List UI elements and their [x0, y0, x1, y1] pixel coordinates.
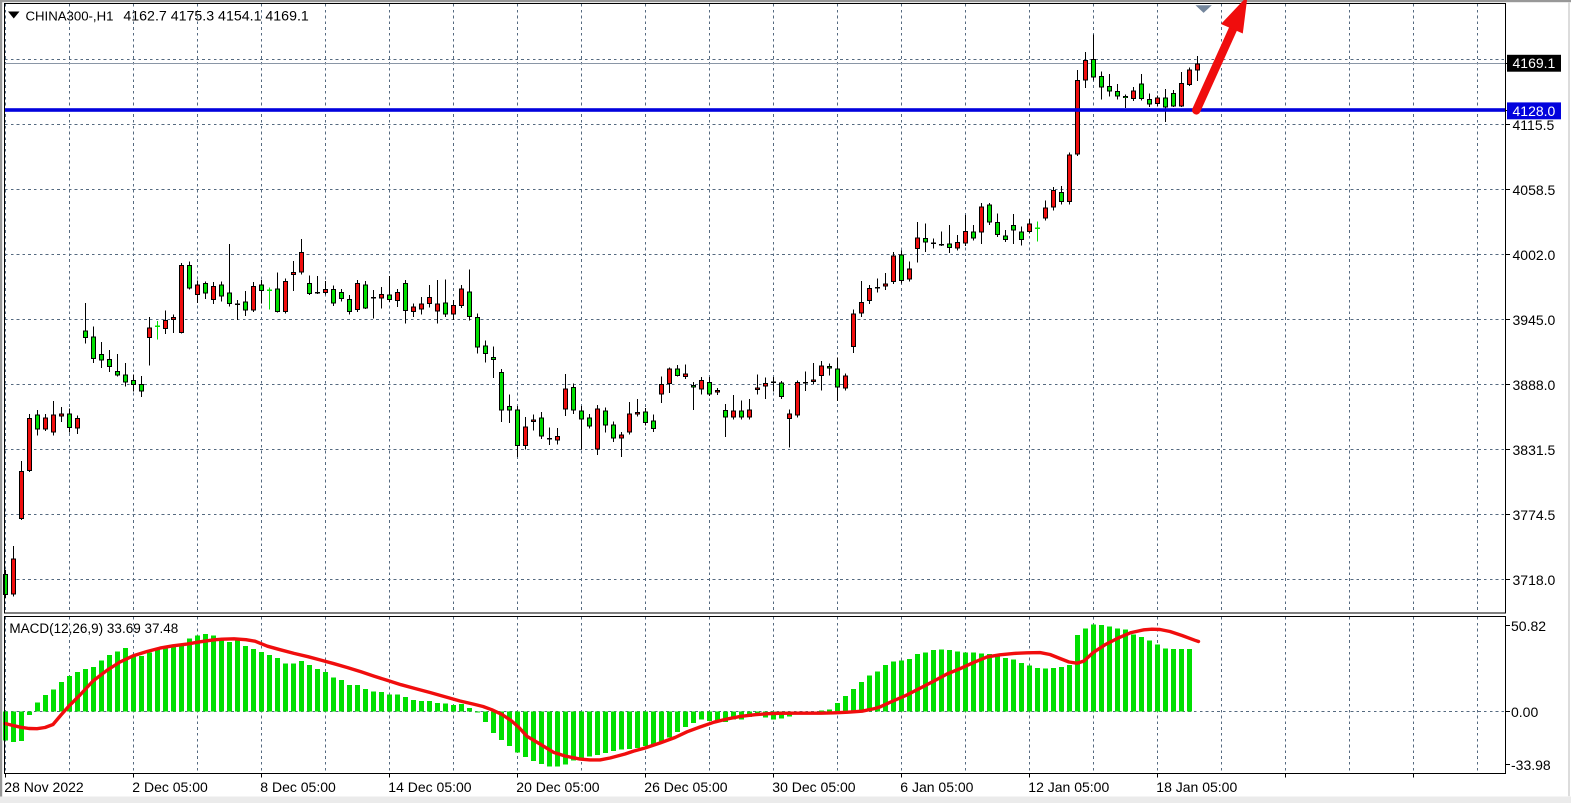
svg-text:3718.0: 3718.0 — [1513, 572, 1556, 588]
svg-text:CHINA300-,H1: CHINA300-,H1 — [26, 9, 114, 24]
svg-text:4002.0: 4002.0 — [1513, 247, 1556, 263]
svg-text:4115.5: 4115.5 — [1513, 117, 1555, 133]
svg-text:12 Jan 05:00: 12 Jan 05:00 — [1028, 779, 1109, 795]
svg-text:3774.5: 3774.5 — [1513, 507, 1556, 523]
svg-text:6 Jan 05:00: 6 Jan 05:00 — [900, 779, 973, 795]
svg-text:30 Dec 05:00: 30 Dec 05:00 — [772, 779, 855, 795]
svg-text:28 Nov 2022: 28 Nov 2022 — [4, 779, 84, 795]
svg-text:3945.0: 3945.0 — [1513, 312, 1556, 328]
svg-text:3831.5: 3831.5 — [1513, 442, 1556, 458]
svg-text:8 Dec 05:00: 8 Dec 05:00 — [260, 779, 336, 795]
svg-text:26 Dec 05:00: 26 Dec 05:00 — [644, 779, 727, 795]
svg-text:18 Jan 05:00: 18 Jan 05:00 — [1156, 779, 1237, 795]
svg-text:2 Dec 05:00: 2 Dec 05:00 — [132, 779, 208, 795]
svg-text:MACD(12,26,9) 33.69 37.48: MACD(12,26,9) 33.69 37.48 — [9, 621, 178, 636]
svg-text:20 Dec 05:00: 20 Dec 05:00 — [516, 779, 599, 795]
svg-text:4169.1: 4169.1 — [1513, 55, 1556, 71]
svg-text:-33.98: -33.98 — [1511, 757, 1551, 773]
svg-text:4128.0: 4128.0 — [1513, 103, 1556, 119]
svg-text:50.82: 50.82 — [1511, 618, 1546, 634]
svg-text:4058.5: 4058.5 — [1513, 182, 1556, 198]
svg-text:0.00: 0.00 — [1511, 704, 1538, 720]
svg-text:3888.0: 3888.0 — [1513, 377, 1556, 393]
svg-text:4162.7 4175.3 4154.1 4169.1: 4162.7 4175.3 4154.1 4169.1 — [123, 9, 309, 25]
svg-text:14 Dec 05:00: 14 Dec 05:00 — [388, 779, 471, 795]
